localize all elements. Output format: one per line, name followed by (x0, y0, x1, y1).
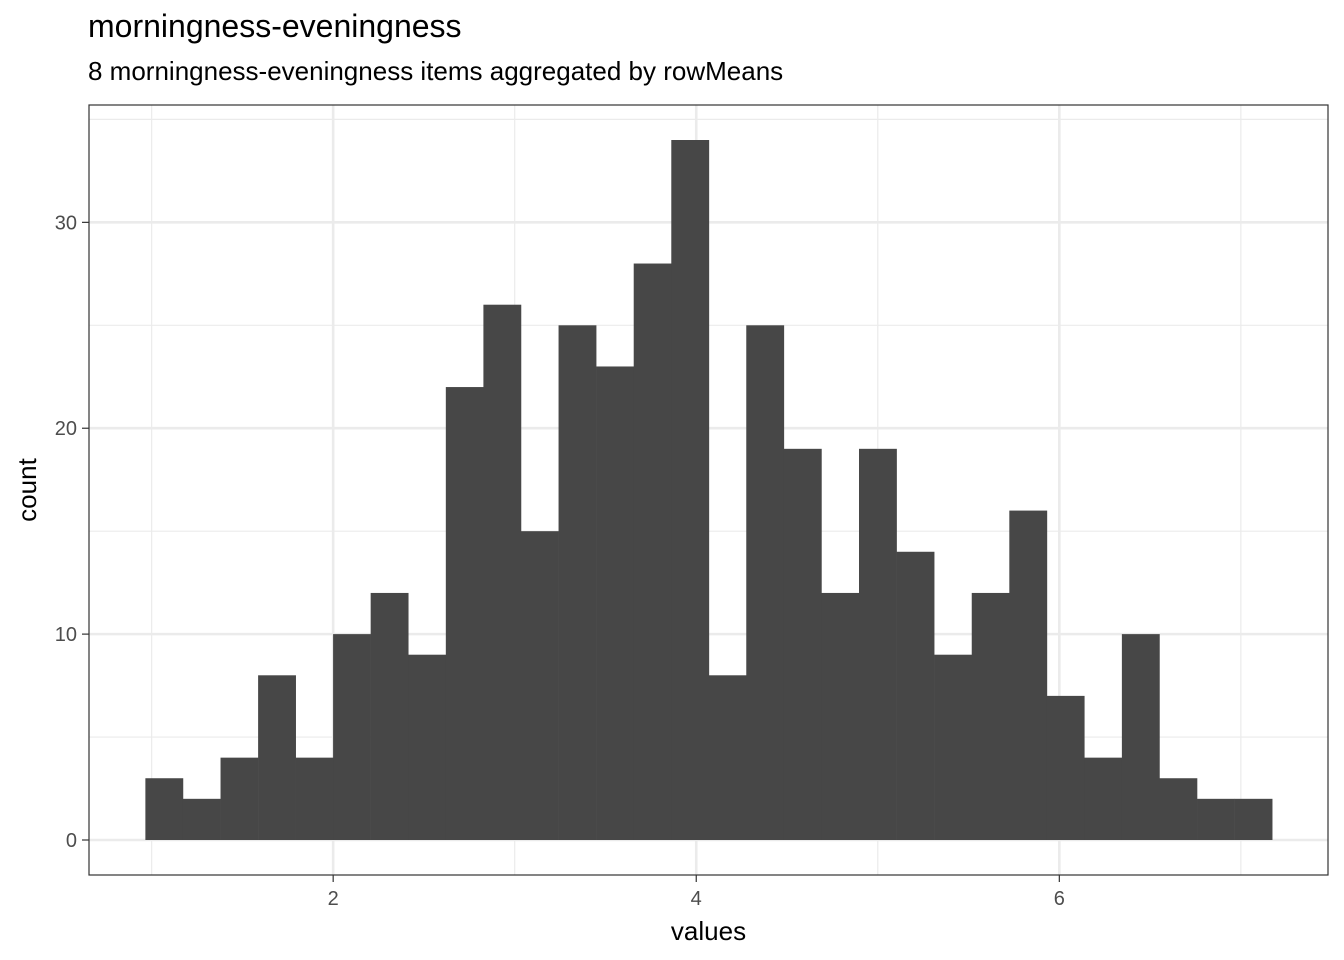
histogram-bar (821, 592, 860, 840)
histogram-bar (558, 325, 597, 840)
y-tick-label: 0 (66, 830, 77, 852)
histogram-bar (1234, 798, 1273, 840)
histogram-bar (370, 592, 409, 840)
histogram-bar (708, 675, 747, 840)
y-tick-label: 20 (55, 418, 77, 440)
x-tick-label: 6 (1054, 888, 1065, 910)
histogram-bar (971, 592, 1010, 840)
histogram-bar (408, 654, 447, 840)
y-axis: 0 10 20 30 (55, 212, 89, 852)
histogram-bar (859, 448, 897, 840)
histogram-bar (145, 778, 184, 840)
histogram-bar (671, 140, 710, 840)
histogram-bar (1009, 510, 1048, 840)
y-tick-label: 30 (55, 212, 77, 234)
histogram-bar (333, 634, 371, 840)
histogram-bar (295, 757, 334, 840)
histogram-bar (182, 798, 221, 840)
x-tick-label: 2 (328, 888, 339, 910)
panel-border (88, 104, 1329, 876)
histogram-bar (445, 387, 484, 840)
y-tick-label: 10 (55, 624, 77, 646)
histogram-bar (258, 675, 296, 840)
y-axis-title: count (12, 457, 42, 521)
histogram-bar (1159, 778, 1198, 840)
histogram-bar (746, 325, 785, 840)
x-axis: 2 4 6 (328, 875, 1065, 910)
histogram-bar (783, 448, 822, 840)
x-tick-label: 4 (691, 888, 702, 910)
x-axis-title: values (671, 916, 746, 946)
histogram-bar (1046, 695, 1085, 840)
chart-subtitle: 8 morningness-eveningness items aggregat… (88, 56, 784, 86)
histogram-bar (1121, 634, 1160, 840)
histogram-bar (934, 654, 973, 840)
histogram-bar (483, 304, 522, 840)
histogram-bar (1197, 798, 1235, 840)
histogram-bar (596, 366, 634, 840)
chart-title: morningness-eveningness (88, 8, 462, 44)
histogram-bar (220, 757, 259, 840)
histogram-bar (520, 531, 559, 840)
histogram-bars (145, 140, 1273, 840)
histogram-bar (896, 551, 935, 840)
histogram-bar (1084, 757, 1123, 840)
histogram-bar (633, 263, 672, 840)
